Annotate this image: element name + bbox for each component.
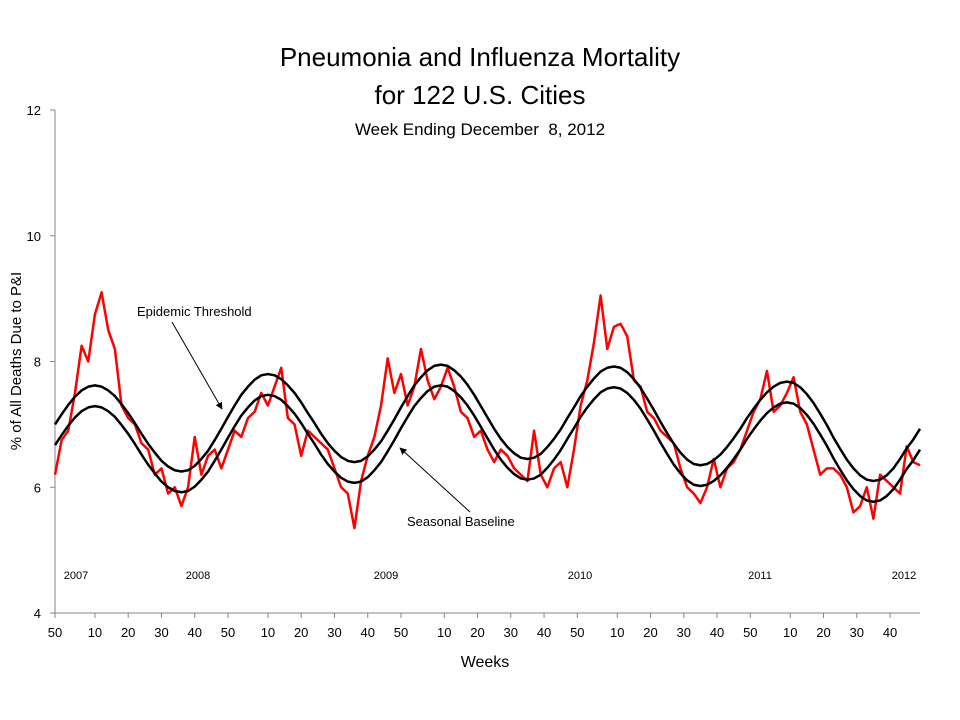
x-tick-label: 40 xyxy=(360,625,374,640)
x-tick-label: 50 xyxy=(221,625,235,640)
x-tick-label: 50 xyxy=(394,625,408,640)
plot-area: 4 6 8 10 12 50 10 20 30 40 50 10 20 30 40 50 10 20 30 40 50 1… xyxy=(27,103,922,640)
year-label: 2012 xyxy=(892,570,916,582)
x-tick-label: 20 xyxy=(470,625,484,640)
x-tick-label: 10 xyxy=(437,625,451,640)
annotation: Seasonal Baseline xyxy=(407,514,515,529)
annotation-arrow xyxy=(399,447,471,513)
x-tick-label: 30 xyxy=(677,625,691,640)
y-tick-label: 10 xyxy=(27,229,41,244)
x-tick-label: 10 xyxy=(783,625,797,640)
x-tick-label: 20 xyxy=(643,625,657,640)
x-tick-label: 50 xyxy=(743,625,757,640)
x-tick-label: 40 xyxy=(710,625,724,640)
x-tick-label: 50 xyxy=(570,625,584,640)
x-tick-label: 20 xyxy=(294,625,308,640)
annotation: Epidemic Threshold xyxy=(137,304,252,319)
year-label: 2011 xyxy=(748,570,772,582)
chart-subtitle: Week Ending December 8, 2012 xyxy=(355,120,605,139)
x-axis-label: Weeks xyxy=(461,654,510,671)
x-tick-label: 40 xyxy=(883,625,897,640)
year-label: 2007 xyxy=(64,570,88,582)
year-label: 2009 xyxy=(374,570,398,582)
x-tick-label: 40 xyxy=(187,625,201,640)
y-tick-label: 4 xyxy=(34,606,41,621)
data-line xyxy=(53,384,922,503)
year-label: 2008 xyxy=(186,570,210,582)
x-tick-label: 10 xyxy=(88,625,102,640)
y-tick-label: 8 xyxy=(34,355,41,370)
x-tick-label: 50 xyxy=(48,625,62,640)
x-tick-label: 20 xyxy=(121,625,135,640)
x-tick-label: 20 xyxy=(816,625,830,640)
y-tick-label: 12 xyxy=(27,103,41,118)
x-tick-label: 10 xyxy=(610,625,624,640)
chart-title: Pneumonia and Influenza Mortality xyxy=(280,42,680,72)
data-line xyxy=(53,363,922,483)
annotation-arrow xyxy=(171,321,223,410)
x-tick-label: 30 xyxy=(504,625,518,640)
y-axis-label: % of All Deaths Due to P&I xyxy=(8,272,25,450)
x-tick-label: 30 xyxy=(154,625,168,640)
x-tick-label: 40 xyxy=(537,625,551,640)
y-tick-label: 6 xyxy=(34,480,41,495)
x-tick-label: 30 xyxy=(327,625,341,640)
chart-title: for 122 U.S. Cities xyxy=(375,80,586,110)
x-tick-label: 10 xyxy=(261,625,275,640)
year-label: 2010 xyxy=(568,570,592,582)
x-tick-label: 30 xyxy=(850,625,864,640)
